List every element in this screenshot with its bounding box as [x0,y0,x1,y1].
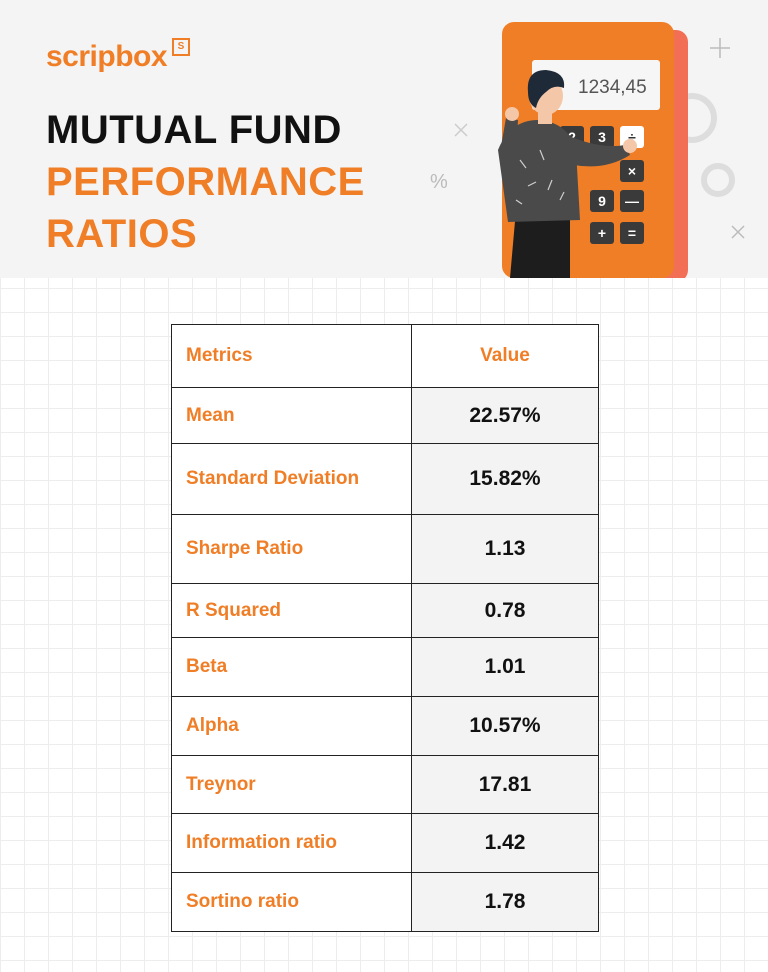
calculator-illustration: % 1234,45 2 3 ÷ × 9 — + [430,22,745,278]
metric-label: Alpha [172,697,412,755]
title-line-2: PERFORMANCE [46,160,365,204]
table-row: Beta 1.01 [172,637,598,696]
key-divide: ÷ [628,129,636,145]
metric-label: Sharpe Ratio [172,515,412,583]
metric-value: 0.78 [412,584,598,637]
decor-cross-3 [454,123,468,137]
decor-cross-1 [710,38,730,58]
header-banner: scripbox S MUTUAL FUND PERFORMANCE RATIO… [0,0,768,278]
key-equals: = [628,225,636,241]
brand-logo: scripbox [46,40,168,73]
metric-value: 1.78 [412,873,598,931]
table-row: Sharpe Ratio 1.13 [172,514,598,583]
title-line-1: MUTUAL FUND [46,108,342,152]
calculator-screen [532,60,660,110]
metric-label: Treynor [172,756,412,813]
table-row: Treynor 17.81 [172,755,598,813]
metric-label: R Squared [172,584,412,637]
metric-label: Standard Deviation [172,444,412,514]
table-row: Alpha 10.57% [172,696,598,755]
key-minus: — [625,193,639,209]
metric-label: Mean [172,388,412,443]
key-9: 9 [598,193,606,209]
key-2: 2 [568,129,576,145]
metric-value: 15.82% [412,444,598,514]
metric-value: 17.81 [412,756,598,813]
ratios-table: Metrics Value Mean 22.57% Standard Devia… [171,324,599,932]
metric-value: 1.42 [412,814,598,872]
calculator-display: 1234,45 [578,77,647,98]
table-row: R Squared 0.78 [172,583,598,637]
key-3: 3 [598,129,606,145]
metric-value: 22.57% [412,388,598,443]
table-row: Standard Deviation 15.82% [172,443,598,514]
table-row: Sortino ratio 1.78 [172,872,598,931]
key-multiply: × [628,163,636,179]
metric-label: Beta [172,638,412,696]
key-plus: + [598,225,606,241]
brand-logo-badge: S [172,38,190,56]
metric-label: Sortino ratio [172,873,412,931]
metric-value: 1.01 [412,638,598,696]
table-row: Information ratio 1.42 [172,813,598,872]
decor-cross-2 [731,225,745,239]
decor-percent: % [430,171,448,193]
metric-value: 1.13 [412,515,598,583]
table-row: Mean 22.57% [172,387,598,443]
person-figure [498,70,637,278]
header-metrics: Metrics [172,325,412,387]
header-value: Value [412,325,598,387]
metric-label: Information ratio [172,814,412,872]
table-header-row: Metrics Value [172,325,598,387]
title-line-3: RATIOS [46,212,198,256]
metric-value: 10.57% [412,697,598,755]
